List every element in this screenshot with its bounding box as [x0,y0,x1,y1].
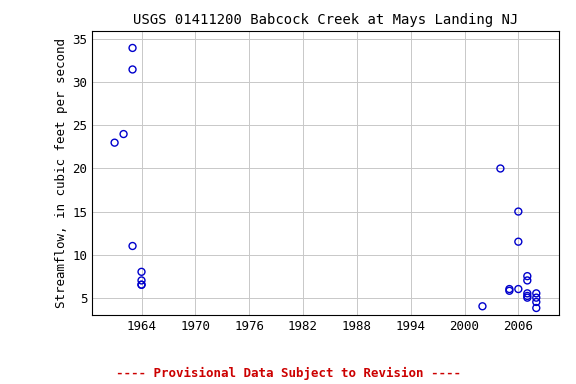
Point [514,209,523,215]
Point [532,305,541,311]
Point [522,295,532,301]
Point [128,45,137,51]
Point [119,131,128,137]
Point [505,288,514,294]
Point [522,290,532,296]
Text: ---- Provisional Data Subject to Revision ----: ---- Provisional Data Subject to Revisio… [116,367,460,380]
Title: USGS 01411200 Babcock Creek at Mays Landing NJ: USGS 01411200 Babcock Creek at Mays Land… [133,13,518,27]
Point [505,286,514,292]
Point [496,166,505,172]
Point [532,299,541,305]
Point [128,243,137,249]
Point [137,282,146,288]
Point [514,286,523,292]
Y-axis label: Streamflow, in cubic feet per second: Streamflow, in cubic feet per second [55,38,68,308]
Point [128,66,137,73]
Point [532,290,541,296]
Point [522,273,532,279]
Point [137,282,146,288]
Point [522,277,532,283]
Point [137,269,146,275]
Point [478,303,487,310]
Point [514,238,523,245]
Point [522,293,532,299]
Point [532,295,541,301]
Point [137,277,146,283]
Point [110,140,119,146]
